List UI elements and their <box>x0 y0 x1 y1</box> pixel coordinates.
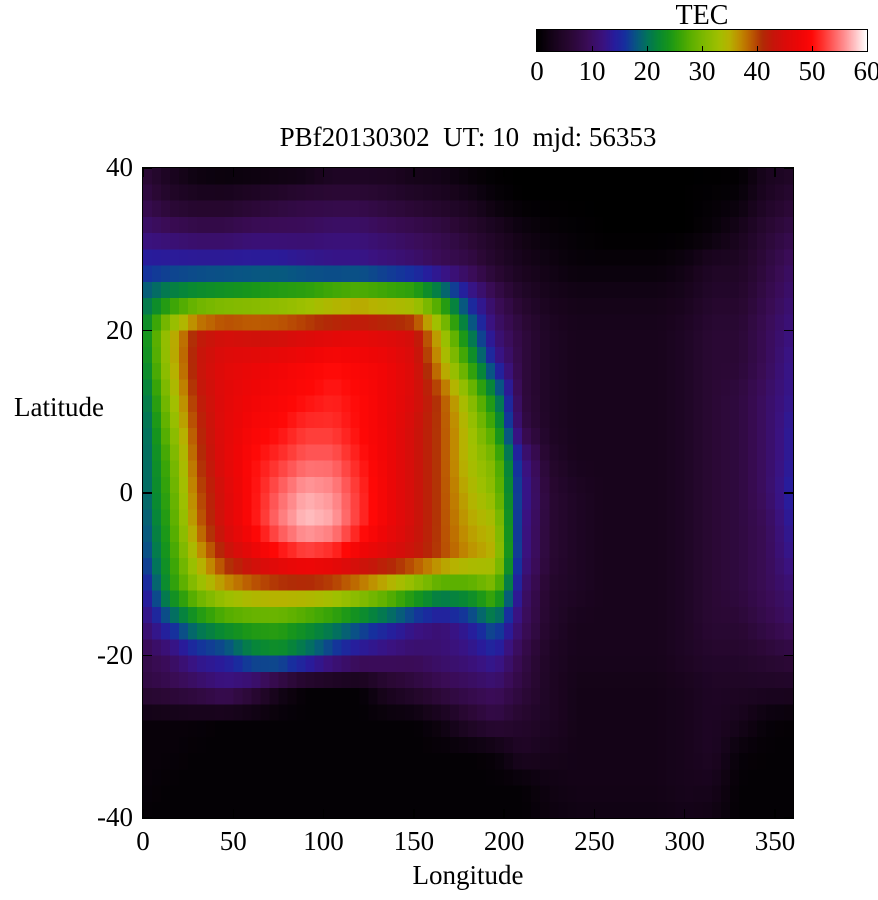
y-tick-label: 0 <box>119 477 134 507</box>
x-tick-mark <box>683 809 686 818</box>
colorbar-tick-label: 20 <box>633 56 661 86</box>
x-tick-mark <box>322 168 325 177</box>
y-tick-mark <box>143 329 152 332</box>
colorbar-tick-label: 0 <box>530 56 544 86</box>
x-tick-mark <box>683 168 686 177</box>
y-tick-label: 20 <box>106 314 133 345</box>
x-tick-label: 300 <box>664 826 705 856</box>
colorbar <box>536 29 868 52</box>
y-tick-mark <box>143 492 152 494</box>
x-tick-mark <box>503 809 505 818</box>
colorbar-tick-label: 40 <box>743 56 771 86</box>
x-tick-mark <box>232 809 235 818</box>
x-tick-label: 100 <box>303 826 344 856</box>
plot-title: PBf20130302 UT: 10 mjd: 56353 <box>279 122 657 152</box>
y-tick-label: -20 <box>97 639 133 670</box>
colorbar-tick-label: 50 <box>798 56 826 86</box>
y-tick-mark <box>784 654 793 657</box>
y-tick-mark <box>143 817 152 819</box>
x-tick-label: 150 <box>393 826 435 856</box>
x-tick-mark <box>322 809 325 818</box>
x-tick-mark <box>413 809 415 818</box>
colorbar-tick-mark <box>536 46 538 51</box>
x-tick-mark <box>142 809 144 818</box>
colorbar-tick-mark <box>756 46 758 51</box>
colorbar-tick-mark <box>866 46 868 51</box>
x-tick-label: 250 <box>574 826 615 856</box>
colorbar-tick-mark <box>811 46 813 51</box>
x-tick-label: 0 <box>136 826 150 856</box>
plot-area <box>142 167 794 819</box>
x-tick-mark <box>593 168 596 177</box>
colorbar-tick-label: 30 <box>688 56 716 86</box>
colorbar-tick-label: 10 <box>578 56 606 86</box>
y-tick-mark <box>784 167 793 169</box>
colorbar-tick-mark <box>701 46 703 51</box>
x-tick-label: 50 <box>219 826 247 856</box>
y-tick-mark <box>784 492 793 494</box>
x-tick-label: 200 <box>483 826 525 856</box>
y-tick-label: -40 <box>97 802 133 832</box>
y-axis-title: Latitude <box>14 392 104 422</box>
x-tick-mark <box>774 809 776 818</box>
x-axis-title: Longitude <box>412 860 524 890</box>
colorbar-gradient-canvas <box>537 30 867 51</box>
heatmap-canvas <box>143 168 793 818</box>
y-tick-mark <box>784 329 793 332</box>
colorbar-title: TEC <box>675 0 729 31</box>
y-tick-mark <box>143 167 152 169</box>
x-tick-mark <box>232 168 235 177</box>
x-tick-mark <box>503 168 505 177</box>
x-tick-mark <box>774 168 776 177</box>
x-tick-mark <box>593 809 596 818</box>
colorbar-tick-mark <box>646 46 648 51</box>
y-tick-mark <box>143 654 152 657</box>
x-tick-label: 350 <box>754 826 796 856</box>
y-tick-mark <box>784 817 793 819</box>
colorbar-tick-mark <box>591 46 593 51</box>
colorbar-tick-label: 60 <box>853 56 878 86</box>
x-tick-mark <box>413 168 415 177</box>
x-tick-mark <box>142 168 144 177</box>
y-tick-label: 40 <box>106 152 133 182</box>
